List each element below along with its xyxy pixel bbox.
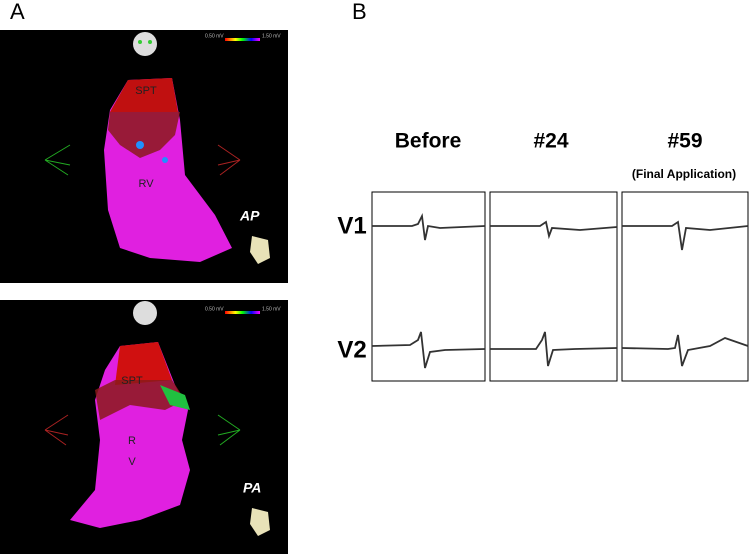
column-header: #24 [533,130,568,153]
view-label: PA [243,480,261,496]
scale-min: 0.50 mV [205,306,224,312]
region-label: RV [138,178,154,190]
region-label: V [128,456,136,468]
map-top: 0.50 mV 1.50 mV SPT RV AP [0,30,288,283]
column-note: (Final Application) [632,167,736,181]
scale-max: 1.50 mV [262,306,281,312]
lead-label: V1 [337,212,366,239]
map-bottom: 0.50 mV 1.50 mV SPT R V PA [0,300,288,554]
region-label: SPT [135,85,157,97]
panel-label: A [10,0,25,24]
ecg-traces [371,212,749,369]
panel-label: B [352,0,367,24]
scale-min: 0.50 mV [205,33,224,39]
column-header: Before [395,130,462,153]
scale-max: 1.50 mV [262,33,281,39]
region-label: SPT [121,375,143,387]
view-label: AP [239,208,260,224]
lead-label: V2 [337,336,366,363]
column-header: #59 [667,130,702,153]
ecg-boxes [371,191,749,382]
region-label: R [128,435,136,447]
